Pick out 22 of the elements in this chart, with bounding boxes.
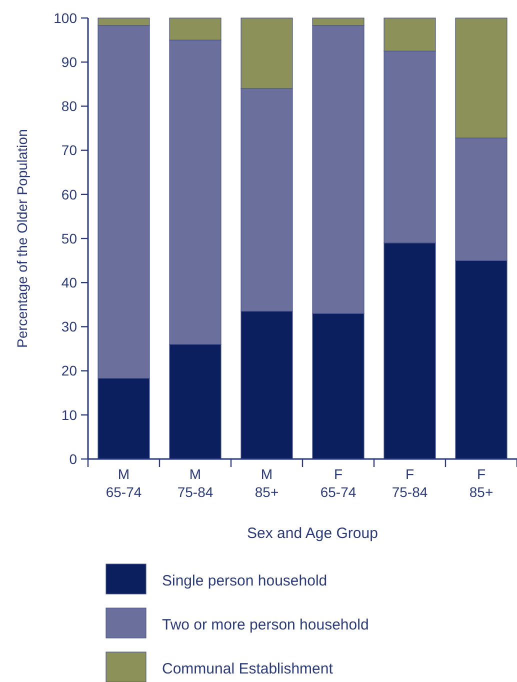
y-tick-label: 30 [61, 318, 78, 335]
x-axis-title: Sex and Age Group [247, 525, 378, 542]
x-tick-label: F 85+ [469, 466, 494, 500]
x-tick-label: F 75-84 [392, 466, 428, 500]
x-tick-label: M 85+ [254, 466, 279, 500]
x-tick-label: M 75-84 [177, 466, 214, 500]
y-tick-label: 80 [61, 98, 78, 114]
y-tick-label: 90 [61, 54, 78, 70]
legend-label: Single person household [162, 572, 328, 590]
y-axis-title: Percentage of the Older Population [14, 129, 30, 348]
y-tick-label: 40 [61, 274, 78, 290]
legend-label: Two or more person household [162, 616, 369, 634]
y-tick-label: 50 [61, 230, 78, 246]
legend-label: Communal Establishment [162, 660, 334, 678]
y-tick-label: 60 [61, 186, 78, 202]
y-tick-label: 20 [61, 362, 78, 379]
x-tick-label: F 65-74 [320, 466, 356, 500]
y-tick-label: 100 [54, 10, 78, 26]
y-tick-label: 70 [61, 142, 78, 158]
y-tick-label: 10 [61, 406, 78, 423]
y-tick-label: 0 [69, 450, 78, 467]
x-tick-label: M 65-74 [106, 466, 142, 500]
